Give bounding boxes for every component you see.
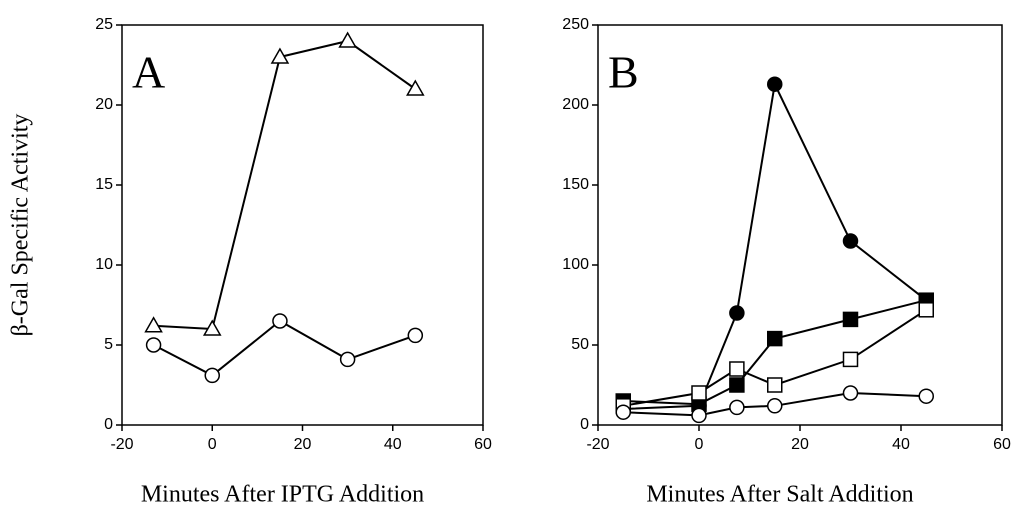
y-tick-label: 5 bbox=[104, 336, 113, 353]
x-tick-label: 0 bbox=[695, 436, 704, 453]
x-tick-label: 40 bbox=[384, 436, 402, 453]
marker bbox=[842, 311, 859, 328]
y-tick-label: 50 bbox=[571, 336, 589, 353]
marker bbox=[270, 47, 290, 64]
marker bbox=[204, 367, 220, 384]
marker bbox=[767, 76, 783, 92]
marker bbox=[767, 398, 783, 414]
y-tick-label: 150 bbox=[562, 176, 589, 193]
marker bbox=[145, 337, 162, 353]
y-tick-label: 10 bbox=[95, 256, 113, 273]
y-tick-label: 250 bbox=[562, 16, 589, 33]
y-tick-label: 0 bbox=[104, 416, 113, 433]
y-tick-label: 20 bbox=[95, 96, 113, 113]
series-line bbox=[153, 39, 416, 331]
marker bbox=[691, 385, 707, 401]
marker bbox=[338, 31, 357, 48]
x-tick-label: 60 bbox=[474, 436, 492, 453]
x-tick-label: 0 bbox=[208, 436, 217, 453]
marker bbox=[729, 305, 745, 321]
series-line bbox=[153, 319, 416, 377]
x-tick-label: -20 bbox=[110, 436, 133, 453]
plot-frame bbox=[597, 24, 1003, 426]
marker bbox=[729, 399, 745, 416]
x-tick-label: 60 bbox=[993, 436, 1011, 453]
marker bbox=[729, 377, 745, 393]
series-line bbox=[623, 308, 927, 407]
x-tick-label: 20 bbox=[791, 436, 809, 453]
marker bbox=[842, 351, 859, 368]
y-tick-label: 25 bbox=[95, 16, 113, 33]
marker bbox=[691, 407, 707, 424]
marker bbox=[615, 404, 631, 420]
series-line bbox=[623, 80, 927, 410]
x-tick-label: 40 bbox=[892, 436, 910, 453]
marker bbox=[842, 233, 859, 249]
y-axis-label: β-Gal Specific Activity bbox=[8, 114, 34, 337]
marker bbox=[918, 302, 934, 318]
plot-frame bbox=[121, 24, 484, 426]
series-line bbox=[623, 299, 927, 406]
marker bbox=[767, 377, 783, 393]
panel-label: B bbox=[608, 47, 639, 98]
y-tick-label: 0 bbox=[580, 416, 589, 433]
x-tick-label: -20 bbox=[586, 436, 609, 453]
marker bbox=[407, 327, 424, 344]
marker bbox=[272, 313, 288, 329]
marker bbox=[767, 330, 783, 347]
x-axis-label: Minutes After IPTG Addition bbox=[141, 482, 424, 508]
marker bbox=[339, 351, 356, 368]
marker bbox=[406, 79, 425, 96]
panel-label: A bbox=[132, 47, 165, 98]
y-tick-label: 200 bbox=[562, 96, 589, 113]
series-line bbox=[623, 391, 927, 417]
x-axis-label: Minutes After Salt Addition bbox=[646, 482, 913, 508]
y-tick-label: 100 bbox=[562, 256, 589, 273]
marker bbox=[729, 361, 745, 377]
marker bbox=[202, 319, 222, 336]
marker bbox=[842, 385, 859, 401]
x-tick-label: 20 bbox=[294, 436, 312, 453]
marker bbox=[918, 388, 934, 404]
marker bbox=[144, 316, 163, 333]
y-tick-label: 15 bbox=[95, 176, 113, 193]
